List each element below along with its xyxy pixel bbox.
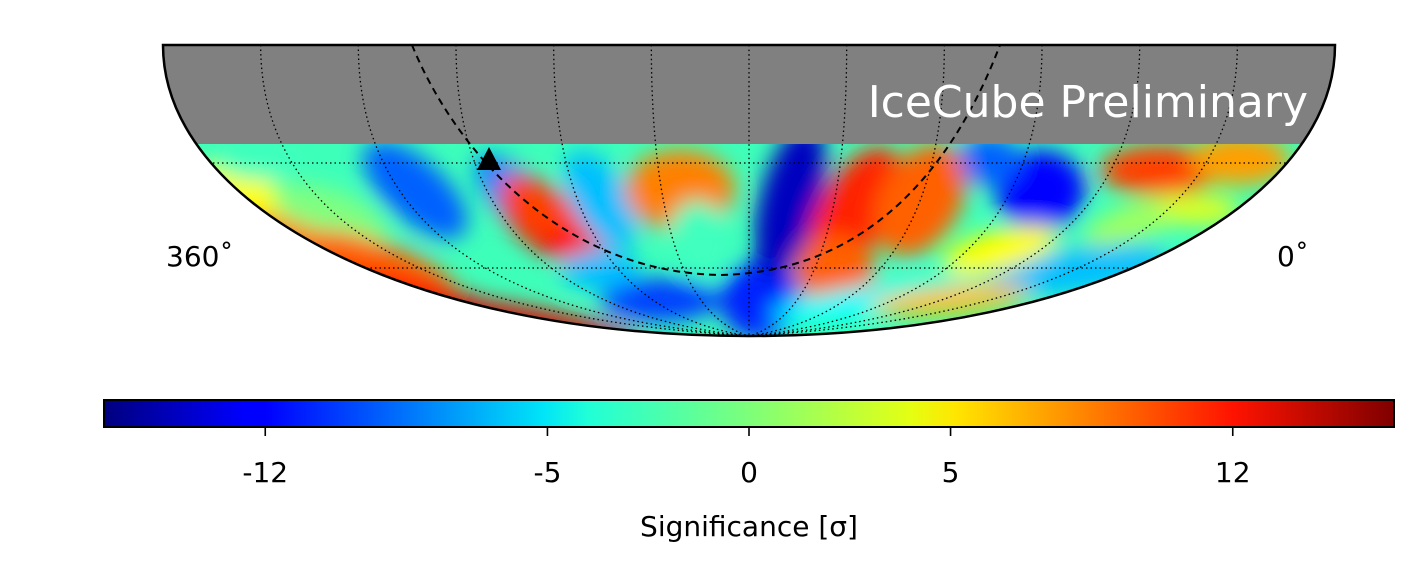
- grid-meridian: [748, 45, 1043, 336]
- significance-region: [220, 150, 300, 180]
- significance-region: [600, 278, 720, 322]
- significance-region: [362, 143, 468, 239]
- significance-region: [1100, 145, 1220, 195]
- grid-meridian: [748, 45, 1238, 336]
- grid-meridian: [748, 45, 1141, 336]
- grid-meridian: [748, 45, 945, 336]
- significance-region: [941, 225, 1059, 275]
- map-outline: [161, 43, 1337, 338]
- significance-region: [272, 183, 388, 247]
- colorbar-gradient: [103, 399, 1395, 428]
- significance-region: [754, 143, 826, 278]
- colorbar-tick-label: 0: [740, 456, 758, 489]
- watermark: IceCube Preliminary: [868, 77, 1308, 128]
- colorbar-tick-label: 5: [942, 456, 960, 489]
- significance-region: [1190, 143, 1290, 185]
- grid-meridian: [553, 45, 750, 336]
- significance-region: [1160, 195, 1240, 225]
- sky-map: IceCube Preliminary 360˚ 0˚: [161, 43, 1337, 338]
- colorbar: -12 -5 0 5 12 Significance [σ]: [103, 399, 1395, 543]
- colorbar-ticks: -12 -5 0 5 12: [242, 427, 1251, 489]
- grid-meridian: [650, 45, 750, 336]
- significance-region: [499, 174, 571, 236]
- grid-meridian: [357, 45, 750, 336]
- significance-region: [870, 284, 1030, 316]
- significance-region: [795, 235, 875, 305]
- significance-region: [995, 150, 1085, 230]
- lon-label-left: 360˚: [166, 240, 233, 273]
- colorbar-tick-label: 12: [1215, 456, 1251, 489]
- grid-meridian: [455, 45, 750, 336]
- hotspot-marker: [477, 147, 501, 170]
- colorbar-tick-label: -12: [242, 456, 288, 489]
- grid-meridian: [260, 45, 750, 336]
- lon-label-right: 0˚: [1277, 240, 1309, 273]
- colorbar-label: Significance [σ]: [640, 510, 858, 543]
- significance-region: [563, 150, 637, 250]
- significance-region: [960, 143, 1020, 185]
- significance-region: [669, 200, 731, 280]
- significance-region: [560, 250, 640, 290]
- colorbar-tick-label: -5: [533, 456, 561, 489]
- grid-meridian: [748, 45, 848, 336]
